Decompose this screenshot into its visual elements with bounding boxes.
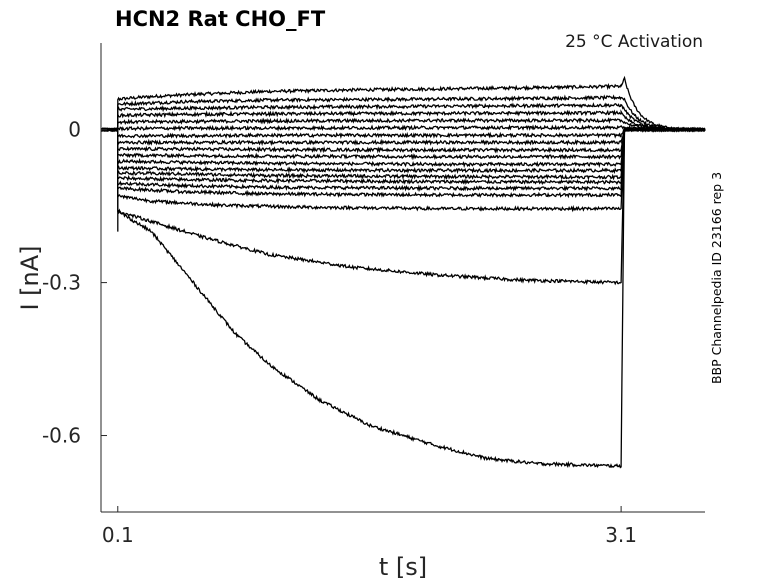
y-tick-label: -0.6 [42, 424, 81, 448]
current-trace [100, 126, 706, 186]
channelpedia-id-label: BBP Channelpedia ID 23166 rep 3 [709, 172, 724, 384]
x-tick-label: 0.1 [102, 523, 134, 547]
y-tick-label: -0.3 [42, 271, 81, 295]
current-trace [100, 126, 706, 161]
current-trace [100, 126, 706, 286]
traces-group [100, 75, 706, 469]
current-trace [100, 127, 706, 181]
y-tick-label: 0 [68, 118, 81, 142]
current-trace [100, 126, 706, 175]
current-trace [101, 126, 706, 199]
y-axis-label: I [nA] [16, 245, 44, 310]
current-trace [100, 126, 706, 213]
x-ticks-group: 0.1 3.1 [102, 506, 637, 547]
current-trace [100, 124, 706, 133]
current-trace [100, 109, 706, 133]
current-trace [100, 126, 706, 192]
chart-title: HCN2 Rat CHO_FT [115, 7, 326, 31]
x-axis-label: t [s] [379, 553, 427, 581]
y-ticks-group: 0 -0.3 -0.6 [42, 118, 107, 448]
current-trace [100, 126, 706, 154]
current-trace [100, 102, 706, 133]
current-trace [100, 117, 706, 133]
current-trace [100, 126, 706, 139]
current-trace [100, 127, 706, 168]
current-trace [100, 75, 706, 132]
current-trace [100, 94, 706, 133]
current-trace [100, 126, 706, 469]
current-trace [100, 127, 706, 147]
chart-subtitle: 25 °C Activation [565, 32, 703, 52]
x-tick-label: 3.1 [605, 523, 637, 547]
